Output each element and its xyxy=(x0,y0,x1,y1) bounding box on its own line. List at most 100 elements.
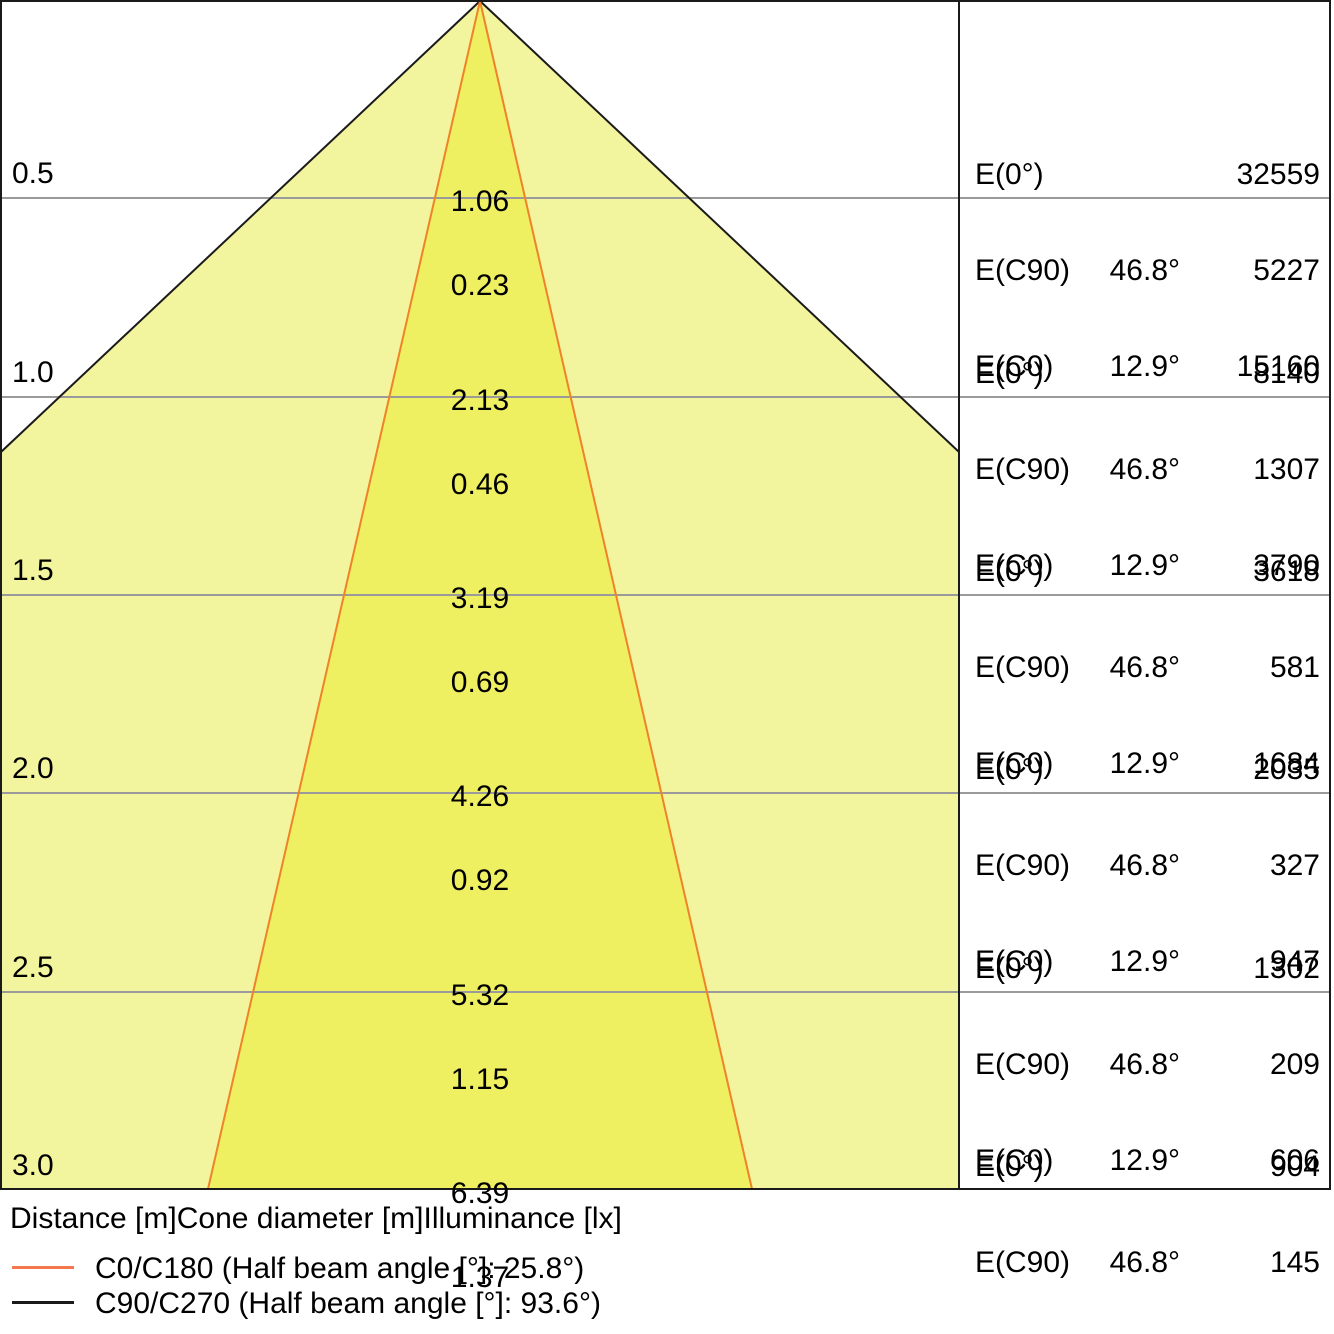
distance-label-2-5: 2.5 xyxy=(12,951,54,984)
table-row: E(C90) 46.8° 145 xyxy=(975,1247,1320,1279)
cone-diameter-labels-2-5: 5.32 1.15 xyxy=(380,926,580,1150)
illuminance-row-2-0: E(0°) 2035 E(C90) 46.8° 327 E(C0) 12.9° 947 xyxy=(975,690,1320,1042)
e0-label: E(0°) xyxy=(975,357,1044,390)
ec90-angle: 46.8° xyxy=(1109,453,1180,486)
ec90-angle: 46.8° xyxy=(1109,1048,1180,1081)
illuminance-row-3-0: E(0°)904 E(C90)46.8°145 E(C0)12.9°421 xyxy=(975,1087,1320,1334)
ec0-angle: 12.9° xyxy=(1109,549,1180,582)
table-row: E(C0) 12.9° 1684 xyxy=(975,748,1320,780)
e0-label: E(0°) xyxy=(975,952,1044,985)
illuminance-row-0-5: E(0°) 32559 E(C90) 46.8° 5227 E(C0) 12.9° 151… xyxy=(975,95,1320,447)
table-row: E(C0) 12.9° 947 xyxy=(975,946,1320,978)
ec0-angle: 12.9° xyxy=(1109,1144,1180,1177)
legend-line-c90-icon xyxy=(12,1301,74,1304)
cone-diameter-c90: 1.06 xyxy=(450,185,510,218)
cone-diameter-c90: 5.32 xyxy=(450,979,510,1012)
e0-value: 1302 xyxy=(1253,952,1320,985)
axes-caption: Distance [m]Cone diameter [m]Illuminance… xyxy=(10,1202,622,1235)
table-row: E(0°) 2035 xyxy=(975,754,1320,786)
c0-cone-edge-right xyxy=(479,0,753,1190)
cone-diameter-c0: 0.92 xyxy=(450,864,510,897)
table-row: E(0°) 32559 xyxy=(975,159,1320,191)
cone-diameter-c0: 1.37 xyxy=(450,1261,510,1294)
distance-label-1-5: 1.5 xyxy=(12,554,54,587)
ec90-angle: 46.8° xyxy=(1109,849,1180,882)
ec90-angle: 46.8° xyxy=(1109,254,1180,287)
cone-diameter-c90: 3.19 xyxy=(450,582,510,615)
ec90-angle: 46.8° xyxy=(1109,651,1180,684)
illuminance-row-1-0: E(0°) 8140 E(C90) 46.8° 1307 E(C0) 12.9° 3790 xyxy=(975,294,1320,646)
cone-diameter-c90: 4.26 xyxy=(450,780,510,813)
ec90-value: 5227 xyxy=(1253,254,1320,287)
ec0-label: E(C0) xyxy=(975,1144,1054,1177)
cone-diameter-labels-1-0: 2.13 0.46 xyxy=(380,331,580,555)
legend-label-c90-c270: C90/C270 (Half beam angle [°]: 93.6°) xyxy=(95,1287,601,1320)
table-row: E(C90) 46.8° 209 xyxy=(975,1049,1320,1081)
e0-value: 3618 xyxy=(1253,555,1320,588)
e0-label: E(0°) xyxy=(975,1150,1044,1183)
e0-label: E(0°) xyxy=(975,753,1044,786)
e0-value: 2035 xyxy=(1253,753,1320,786)
ec0-value: 606 xyxy=(1269,1144,1320,1177)
cone-diameter-c90: 2.13 xyxy=(450,384,510,417)
ec90-label: E(C90) xyxy=(975,651,1071,684)
ec0-label: E(C0) xyxy=(975,350,1054,383)
ec90-label: E(C90) xyxy=(975,849,1071,882)
table-row: E(C0) 12.9° 606 xyxy=(975,1145,1320,1177)
e0-value: 8140 xyxy=(1253,357,1320,390)
ec0-angle: 12.9° xyxy=(1109,350,1180,383)
c90-cone-edge-right xyxy=(479,0,960,453)
cone-diameter-labels-2-0: 4.26 0.92 xyxy=(380,727,580,951)
e0-label: E(0°) xyxy=(975,555,1044,588)
ec0-label: E(C0) xyxy=(975,945,1054,978)
illuminance-row-2-5: E(0°) 1302 E(C90) 46.8° 209 E(C0) 12.9° 606 xyxy=(975,889,1320,1241)
ec0-angle: 12.9° xyxy=(1109,747,1180,780)
ec0-value: 1684 xyxy=(1253,747,1320,780)
table-row: E(C90) 46.8° 1307 xyxy=(975,454,1320,486)
table-row: E(C0) 12.9° 3790 xyxy=(975,550,1320,582)
plot-border xyxy=(0,0,1331,1190)
table-row: E(C90) 46.8° 581 xyxy=(975,652,1320,684)
cone-diameter-c0: 0.46 xyxy=(450,468,510,501)
ec90-label: E(C90) xyxy=(975,453,1071,486)
ec90-value: 581 xyxy=(1269,651,1320,684)
illuminance-row-1-5: E(0°) 3618 E(C90) 46.8° 581 E(C0) 12.9° 1684 xyxy=(975,492,1320,844)
ec90-value: 145 xyxy=(1269,1246,1320,1279)
table-row: E(C90) 46.8° 5227 xyxy=(975,255,1320,287)
cone-diameter-c0: 0.69 xyxy=(450,666,510,699)
ec90-value: 327 xyxy=(1269,849,1320,882)
e0-value: 904 xyxy=(1269,1150,1320,1183)
e0-label: E(0°) xyxy=(975,158,1044,191)
ec90-label: E(C90) xyxy=(975,1246,1071,1279)
table-row: E(0°) 3618 xyxy=(975,556,1320,588)
c0-cone-edge-left xyxy=(207,0,481,1190)
cone-diameter-labels-3-0: 6.39 1.37 xyxy=(380,1124,580,1334)
ec0-value: 3790 xyxy=(1253,549,1320,582)
distance-label-0-5: 0.5 xyxy=(12,157,54,190)
legend-label-c0-c180: C0/C180 (Half beam angle [°]: 25.8°) xyxy=(95,1252,585,1285)
distance-label-3-0: 3.0 xyxy=(12,1149,54,1182)
table-row: E(0°) 8140 xyxy=(975,358,1320,390)
ec0-value: 947 xyxy=(1269,945,1320,978)
ec0-value: 15160 xyxy=(1236,350,1320,383)
ec0-label: E(C0) xyxy=(975,549,1054,582)
distance-label-2-0: 2.0 xyxy=(12,752,54,785)
cone-diameter-c90: 6.39 xyxy=(450,1177,510,1210)
ec90-angle: 46.8° xyxy=(1109,1246,1180,1279)
ec0-label: E(C0) xyxy=(975,747,1054,780)
ec90-label: E(C90) xyxy=(975,254,1071,287)
legend-line-c0-icon xyxy=(12,1266,74,1269)
table-row: E(C0) 12.9° 15160 xyxy=(975,351,1320,383)
table-row: E(0°) 904 xyxy=(975,1151,1320,1183)
cone-diameter-labels-0-5: 1.06 0.23 xyxy=(380,132,580,356)
table-row: E(0°) 1302 xyxy=(975,953,1320,985)
distance-label-1-0: 1.0 xyxy=(12,356,54,389)
cone-diameter-c0: 0.23 xyxy=(450,269,510,302)
ec90-value: 1307 xyxy=(1253,453,1320,486)
table-row: E(C90) 46.8° 327 xyxy=(975,850,1320,882)
e0-value: 32559 xyxy=(1236,158,1320,191)
ec0-angle: 12.9° xyxy=(1109,945,1180,978)
ec90-value: 209 xyxy=(1269,1048,1320,1081)
